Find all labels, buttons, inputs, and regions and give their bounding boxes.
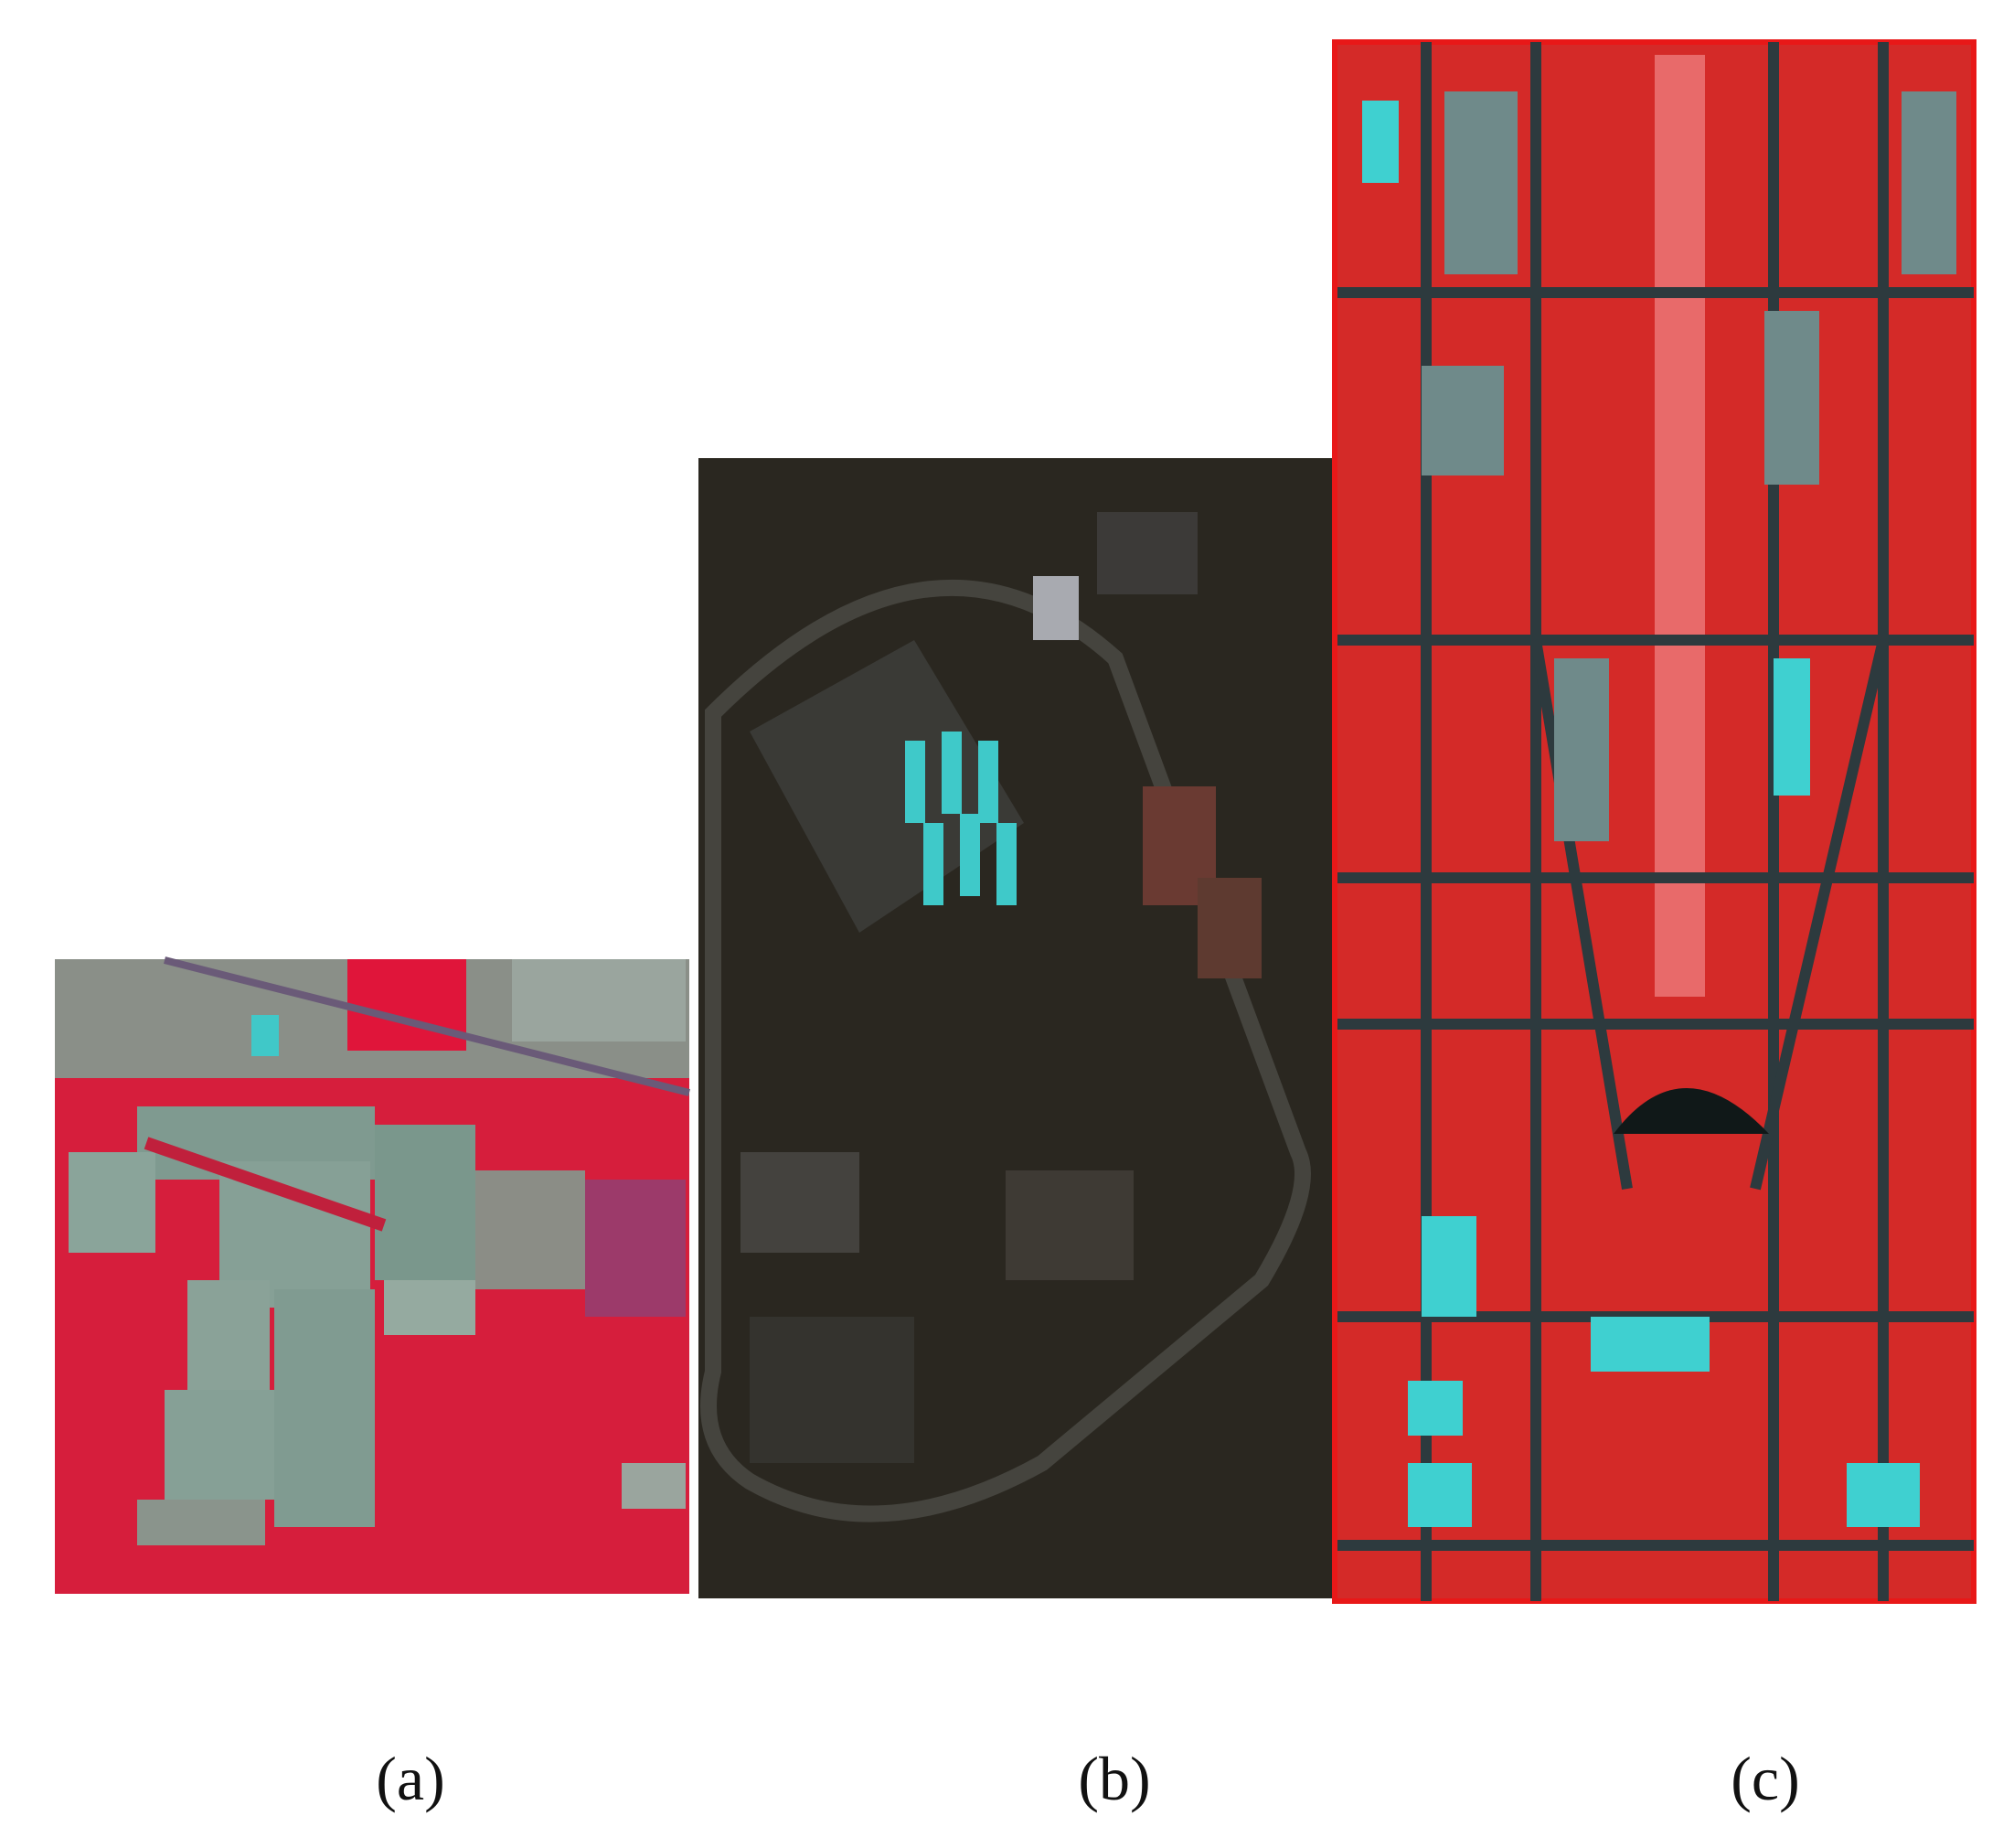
panel-label: (a): [376, 1744, 444, 1813]
image-c: [1332, 39, 1976, 1604]
image-b: [698, 458, 1333, 1598]
image-a: [55, 956, 690, 1594]
panel-label: (c): [1731, 1744, 1799, 1813]
panel-label: (b): [1078, 1744, 1150, 1813]
